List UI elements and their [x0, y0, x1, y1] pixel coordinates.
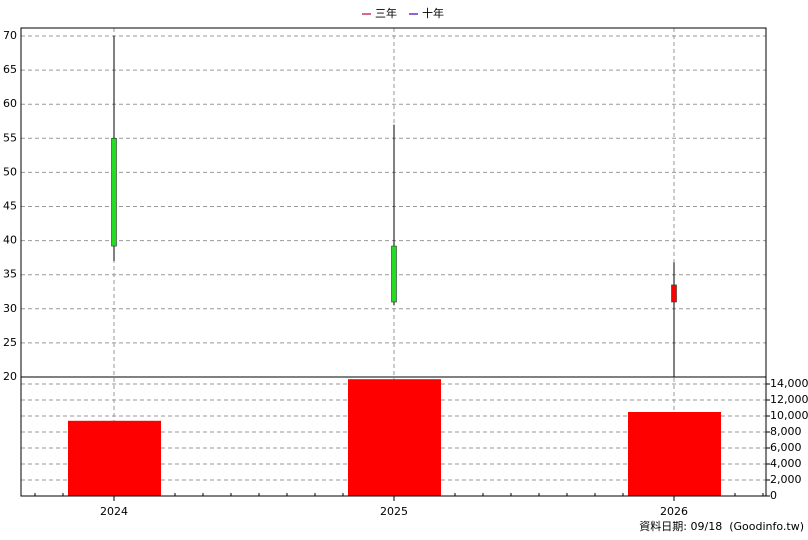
x-tick-label: 2026 — [660, 505, 688, 518]
y-tick-label: 70 — [3, 29, 17, 42]
y2-tick-label: 10,000 — [770, 409, 808, 422]
y2-tick-label: 14,000 — [770, 377, 808, 390]
y-tick-label: 40 — [3, 234, 17, 247]
y2-tick-label: 0 — [770, 489, 777, 502]
x-tick-label: 2025 — [380, 505, 408, 518]
legend-label: 三年 — [375, 6, 397, 20]
y-tick-label: 45 — [3, 200, 17, 213]
volume-bar — [628, 412, 721, 496]
plot-frame — [20, 27, 767, 497]
y2-tick-label: 2,000 — [770, 473, 802, 486]
y-tick-label: 50 — [3, 165, 17, 178]
legend-label: 十年 — [422, 6, 444, 20]
y-tick-label: 35 — [3, 268, 17, 281]
candle-body — [671, 284, 677, 303]
x-tick-label: 2024 — [100, 505, 128, 518]
y2-tick-label: 8,000 — [770, 425, 802, 438]
y2-tick-label: 6,000 — [770, 441, 802, 454]
y-tick-label: 65 — [3, 63, 17, 76]
candle-body — [111, 138, 117, 247]
y-tick-label: 55 — [3, 131, 17, 144]
candle-body — [391, 245, 397, 303]
volume-bar — [68, 420, 161, 496]
y2-tick-label: 4,000 — [770, 457, 802, 470]
y2-tick-label: 12,000 — [770, 393, 808, 406]
y-tick-label: 20 — [3, 370, 17, 383]
y-tick-label: 25 — [3, 336, 17, 349]
footer: 資料日期: 09/18 (Goodinfo.tw) — [639, 519, 804, 533]
y-tick-label: 30 — [3, 302, 17, 315]
y-tick-label: 60 — [3, 97, 17, 110]
volume-bar — [348, 379, 441, 496]
